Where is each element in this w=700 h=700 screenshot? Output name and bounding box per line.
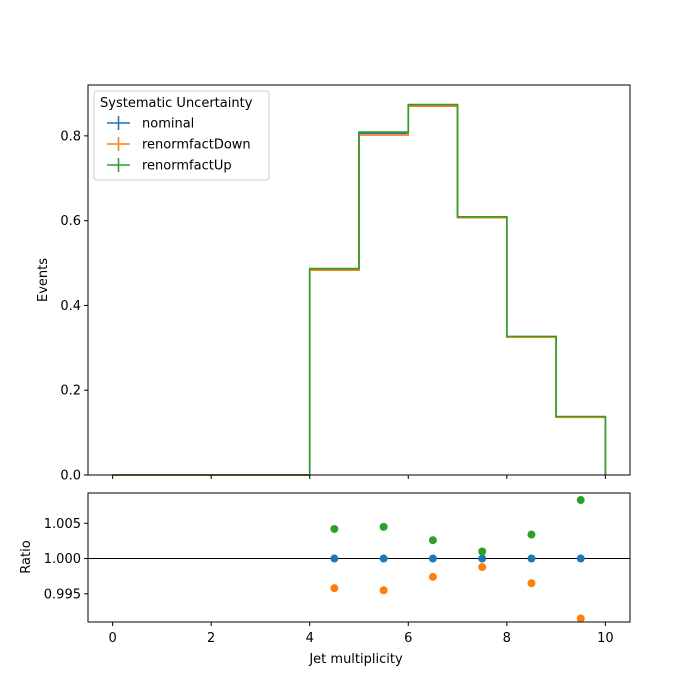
legend-entries: nominal renormfactDown renormfactUp — [107, 116, 251, 174]
main-y-tick-label: 0.4 — [60, 299, 81, 314]
ratio-point-renormfactUp — [330, 524, 339, 533]
ratio-y-tick-label: 1.005 — [44, 517, 81, 532]
ratio-point-renormfactDown — [428, 572, 437, 581]
ratio-point-renormfactUp — [576, 496, 585, 505]
ratio-point-renormfactDown — [478, 563, 487, 572]
main-axes-frame — [87, 84, 631, 476]
legend-title: Systematic Uncertainty — [100, 96, 253, 111]
ratio-point-renormfactDown — [527, 579, 536, 588]
ratio-panel: 0 2 4 6 8 10 0.995 1.000 1.005 Jet multiplicity… — [19, 492, 631, 667]
ratio-x-tick-label: 8 — [503, 631, 511, 646]
ratio-point-nominal — [527, 554, 536, 563]
legend-label-renormfactUp: renormfactUp — [142, 159, 232, 174]
ratio-points-layer — [330, 496, 585, 623]
ratio-point-renormfactUp — [478, 547, 487, 556]
main-y-tick-label: 0.8 — [60, 129, 81, 144]
ratio-point-nominal — [330, 554, 339, 563]
main-y-tick-label: 0.0 — [60, 469, 81, 484]
ratio-x-ticks: 0 2 4 6 8 10 — [108, 622, 614, 646]
main-y-tick-label: 0.6 — [60, 214, 81, 229]
main-panel: 0.0 0.2 0.4 0.6 0.8 Events Systematic Uncert… — [36, 84, 631, 484]
ratio-point-renormfactUp — [527, 530, 536, 539]
ratio-y-ticks: 0.995 1.000 1.005 — [44, 517, 88, 602]
ratio-x-axis-label: Jet multiplicity — [308, 652, 403, 667]
ratio-point-nominal — [428, 554, 437, 563]
ratio-x-tick-label: 4 — [306, 631, 314, 646]
legend-label-renormfactDown: renormfactDown — [142, 138, 251, 153]
legend-box — [93, 90, 270, 181]
ratio-point-renormfactDown — [576, 614, 585, 623]
ratio-point-renormfactUp — [428, 536, 437, 545]
legend: Systematic Uncertainty nominal renormfact… — [93, 90, 270, 181]
ratio-y-tick-label: 0.995 — [44, 587, 81, 602]
ratio-point-renormfactUp — [379, 522, 388, 531]
ratio-point-renormfactDown — [379, 586, 388, 595]
ratio-point-nominal — [576, 554, 585, 563]
ratio-x-tick-label: 6 — [404, 631, 412, 646]
main-x-ticks — [112, 475, 606, 479]
legend-label-nominal: nominal — [142, 117, 194, 132]
ratio-point-renormfactDown — [330, 584, 339, 593]
main-y-tick-label: 0.2 — [60, 384, 81, 399]
ratio-x-tick-label: 0 — [108, 631, 116, 646]
ratio-point-nominal — [379, 554, 388, 563]
ratio-point-nominal — [478, 554, 487, 563]
ratio-x-tick-label: 10 — [597, 631, 614, 646]
ratio-x-tick-label: 2 — [207, 631, 215, 646]
ratio-axes-frame — [87, 492, 631, 623]
ratio-y-axis-label: Ratio — [19, 540, 34, 573]
ratio-y-tick-label: 1.000 — [44, 552, 81, 567]
main-y-ticks: 0.0 0.2 0.4 0.6 0.8 — [60, 129, 88, 484]
main-y-axis-label: Events — [36, 258, 51, 302]
